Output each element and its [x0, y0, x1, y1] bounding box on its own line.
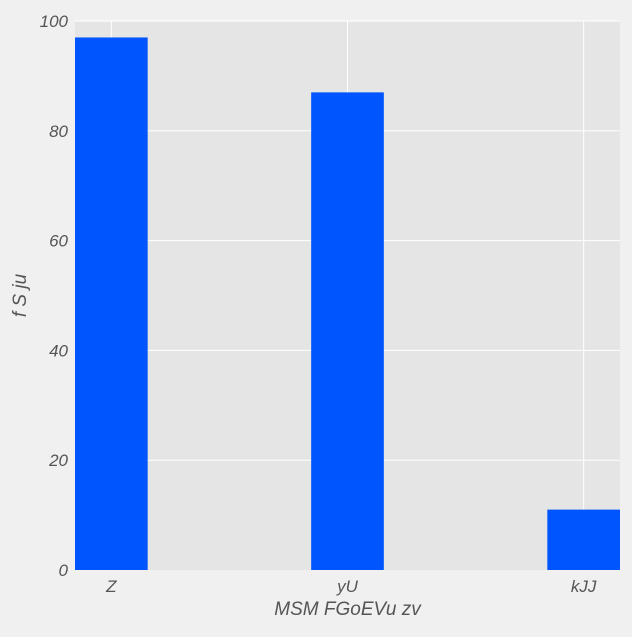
bar-yU	[311, 92, 384, 571]
bars	[75, 37, 620, 571]
x-axis-label: MSM FGoEVu zv	[274, 599, 422, 620]
y-tick-label: 20	[48, 451, 68, 470]
y-tick-label: 40	[49, 341, 68, 360]
y-tick-label: 60	[49, 232, 68, 251]
x-tick-label: Z	[105, 577, 117, 596]
x-tick-label: kJJ	[571, 577, 597, 596]
bar-Z	[75, 37, 148, 571]
bar-kJJ	[547, 509, 620, 570]
y-tick-label: 80	[49, 122, 68, 141]
y-axis-ticks: 0 20 40 60 80 100	[40, 12, 69, 580]
y-axis-label: f S ju	[10, 273, 31, 317]
y-tick-label: 100	[40, 12, 69, 31]
x-tick-label: yU	[336, 577, 359, 596]
y-tick-label: 0	[59, 561, 69, 580]
